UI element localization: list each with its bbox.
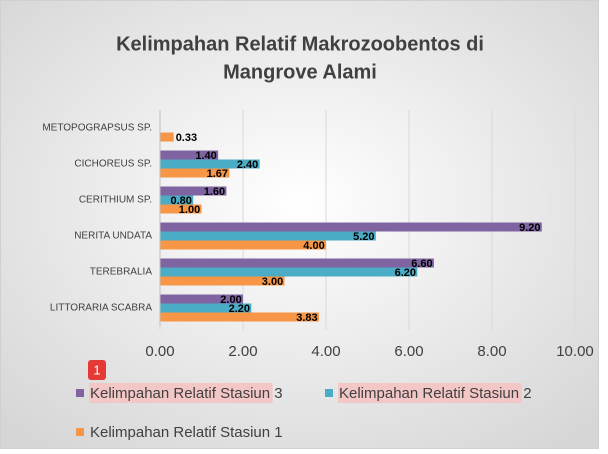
data-label: 0.33 <box>176 132 197 144</box>
data-label: 2.00 <box>220 294 241 306</box>
bar <box>160 150 219 160</box>
legend-marker <box>76 428 84 436</box>
bar <box>160 258 434 268</box>
x-tick-label: 8.00 <box>477 343 506 360</box>
data-label: 2.20 <box>229 303 250 315</box>
x-tick-label: 0.00 <box>145 343 174 360</box>
bar <box>160 195 194 205</box>
bar <box>160 312 319 322</box>
y-tick-label: CICHOREUS SP. <box>74 159 152 170</box>
bar <box>160 204 202 214</box>
bar <box>160 231 376 241</box>
chart-title: Kelimpahan Relatif Makrozoobentos di <box>116 33 484 55</box>
data-label: 1.40 <box>195 150 216 162</box>
x-tick-label: 2.00 <box>228 343 257 360</box>
bar <box>160 276 285 286</box>
data-label: 6.20 <box>395 267 416 279</box>
y-tick-label: TEREBRALIA <box>90 267 153 278</box>
bar <box>160 168 230 178</box>
data-label: 1.67 <box>207 168 228 180</box>
bar <box>160 240 326 250</box>
x-tick-label: 6.00 <box>394 343 423 360</box>
chart-title: Mangrove Alami <box>223 61 377 83</box>
data-label: 0.80 <box>170 195 191 207</box>
data-label: 4.00 <box>303 240 324 252</box>
bar <box>160 159 260 169</box>
y-tick-label: LITTORARIA SCABRA <box>50 303 152 314</box>
bar <box>160 222 542 232</box>
bar <box>160 303 252 313</box>
legend-label: Kelimpahan Relatif Stasiun 3 <box>90 385 283 402</box>
x-tick-label: 4.00 <box>311 343 340 360</box>
bar <box>160 294 243 304</box>
data-label: 5.20 <box>353 231 374 243</box>
legend-highlight <box>89 383 273 403</box>
data-label: 3.83 <box>296 312 317 324</box>
legend-marker <box>76 389 84 397</box>
data-label: 2.40 <box>237 159 258 171</box>
bar <box>160 132 174 142</box>
legend-highlight <box>338 383 522 403</box>
data-label: 1.00 <box>179 204 200 216</box>
data-label: 3.00 <box>262 276 283 288</box>
x-tick-label: 10.00 <box>556 343 594 360</box>
data-label: 1.60 <box>204 186 225 198</box>
annotation-label: 1 <box>93 362 100 377</box>
y-tick-label: NERITA UNDATA <box>74 231 152 242</box>
legend-marker <box>325 389 333 397</box>
bar <box>160 267 418 277</box>
data-label: 9.20 <box>519 222 540 234</box>
y-tick-label: METOPOGRAPSUS SP. <box>42 123 152 134</box>
bar <box>160 186 227 196</box>
y-tick-label: CERITHIUM SP. <box>79 195 152 206</box>
data-label: 6.60 <box>411 258 432 270</box>
legend-label: Kelimpahan Relatif Stasiun 2 <box>339 385 532 402</box>
annotation-badge <box>88 360 106 380</box>
legend-label: Kelimpahan Relatif Stasiun 1 <box>90 424 283 441</box>
